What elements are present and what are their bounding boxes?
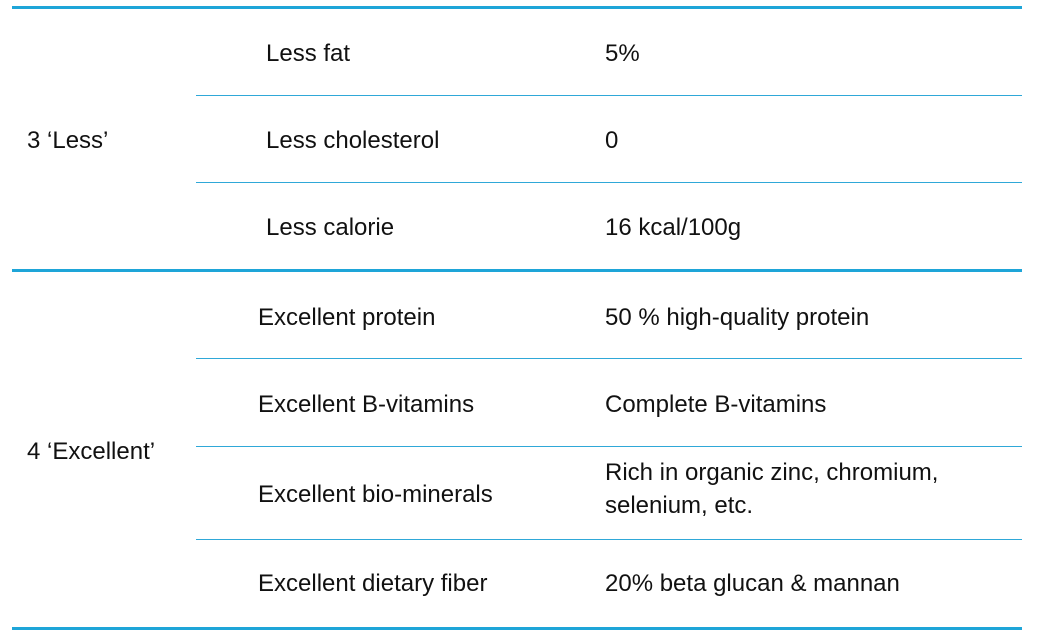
table-top-border [12,6,1022,9]
group-label-less: 3 ‘Less’ [27,127,109,154]
row-value: Rich in organic zinc, chromium, [605,459,939,486]
row-item: Less cholesterol [266,127,440,154]
group-label-excellent: 4 ‘Excellent’ [27,438,156,465]
row-item: Less fat [266,40,351,67]
row-divider [196,446,1022,447]
row-value: 20% beta glucan & mannan [605,570,900,597]
row-divider [196,95,1022,96]
row-value: 50 % high-quality protein [605,304,870,331]
row-item: Excellent B-vitamins [258,391,475,418]
row-value: 16 kcal/100g [605,214,742,241]
table-bottom-border [12,627,1022,630]
row-value: Complete B-vitamins [605,391,827,418]
row-item: Excellent bio-minerals [258,481,493,508]
row-divider [196,182,1022,183]
row-value-line2: selenium, etc. [605,492,754,519]
row-value: 5% [605,40,640,67]
row-item: Excellent dietary fiber [258,570,488,597]
row-divider [196,539,1022,540]
row-value: 0 [605,127,619,154]
row-item: Excellent protein [258,304,436,331]
group-divider [12,269,1022,272]
row-item: Less calorie [266,214,395,241]
row-divider [196,358,1022,359]
